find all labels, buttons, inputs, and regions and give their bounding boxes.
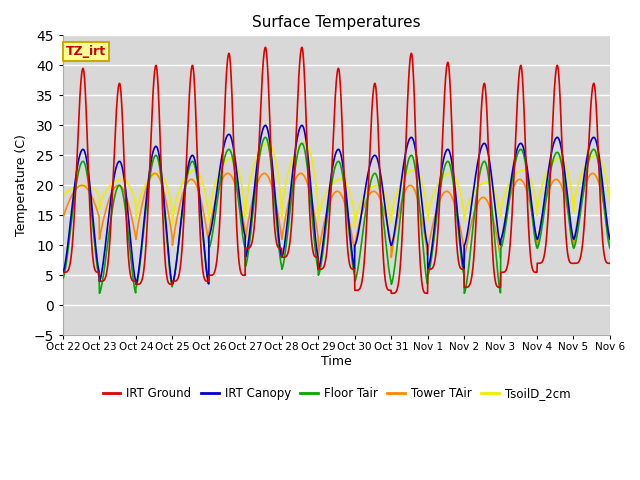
Floor Tair bbox=[353, 273, 360, 278]
IRT Canopy bbox=[606, 236, 614, 242]
Floor Tair bbox=[95, 290, 103, 296]
TsoilD_2cm bbox=[558, 156, 566, 162]
Line: IRT Canopy: IRT Canopy bbox=[63, 125, 610, 284]
TsoilD_2cm bbox=[353, 213, 360, 218]
Tower TAir bbox=[606, 240, 614, 246]
IRT Ground bbox=[364, 185, 372, 191]
Line: TsoilD_2cm: TsoilD_2cm bbox=[63, 144, 610, 228]
Floor Tair bbox=[59, 276, 67, 281]
Text: TZ_irt: TZ_irt bbox=[66, 45, 106, 58]
Y-axis label: Temperature (C): Temperature (C) bbox=[15, 134, 28, 236]
TsoilD_2cm bbox=[59, 194, 67, 200]
TsoilD_2cm bbox=[351, 225, 358, 230]
Floor Tair bbox=[558, 164, 566, 169]
IRT Ground bbox=[212, 266, 220, 272]
IRT Ground bbox=[262, 45, 269, 50]
TsoilD_2cm bbox=[573, 185, 581, 191]
Tower TAir bbox=[460, 257, 468, 263]
IRT Canopy bbox=[573, 222, 581, 228]
TsoilD_2cm bbox=[496, 208, 504, 214]
Line: Floor Tair: Floor Tair bbox=[63, 137, 610, 293]
IRT Ground bbox=[496, 285, 504, 290]
IRT Canopy bbox=[496, 240, 504, 245]
Tower TAir bbox=[573, 219, 581, 225]
IRT Ground bbox=[353, 288, 360, 293]
Legend: IRT Ground, IRT Canopy, Floor Tair, Tower TAir, TsoilD_2cm: IRT Ground, IRT Canopy, Floor Tair, Towe… bbox=[98, 382, 575, 404]
Floor Tair bbox=[212, 209, 220, 215]
Tower TAir bbox=[364, 193, 372, 199]
IRT Canopy bbox=[59, 269, 67, 275]
X-axis label: Time: Time bbox=[321, 355, 352, 368]
Tower TAir bbox=[496, 250, 504, 256]
TsoilD_2cm bbox=[365, 187, 372, 193]
IRT Ground bbox=[59, 269, 67, 275]
TsoilD_2cm bbox=[264, 141, 272, 146]
IRT Canopy bbox=[212, 196, 220, 202]
Tower TAir bbox=[353, 234, 360, 240]
IRT Canopy bbox=[353, 238, 360, 243]
IRT Canopy bbox=[558, 150, 566, 156]
IRT Canopy bbox=[365, 168, 372, 174]
Title: Surface Temperatures: Surface Temperatures bbox=[252, 15, 420, 30]
IRT Canopy bbox=[262, 122, 269, 128]
Tower TAir bbox=[59, 216, 67, 221]
IRT Ground bbox=[558, 145, 566, 151]
Floor Tair bbox=[606, 245, 614, 251]
Line: IRT Ground: IRT Ground bbox=[63, 48, 610, 293]
Tower TAir bbox=[212, 197, 220, 203]
Floor Tair bbox=[365, 190, 372, 195]
IRT Ground bbox=[387, 290, 395, 296]
Tower TAir bbox=[224, 170, 232, 176]
Floor Tair bbox=[262, 134, 269, 140]
Floor Tair bbox=[573, 231, 581, 237]
IRT Canopy bbox=[132, 281, 140, 287]
Tower TAir bbox=[558, 184, 566, 190]
Line: Tower TAir: Tower TAir bbox=[63, 173, 610, 260]
Floor Tair bbox=[496, 287, 504, 292]
IRT Ground bbox=[573, 260, 581, 266]
IRT Ground bbox=[606, 261, 614, 266]
TsoilD_2cm bbox=[212, 180, 220, 186]
TsoilD_2cm bbox=[606, 203, 614, 208]
